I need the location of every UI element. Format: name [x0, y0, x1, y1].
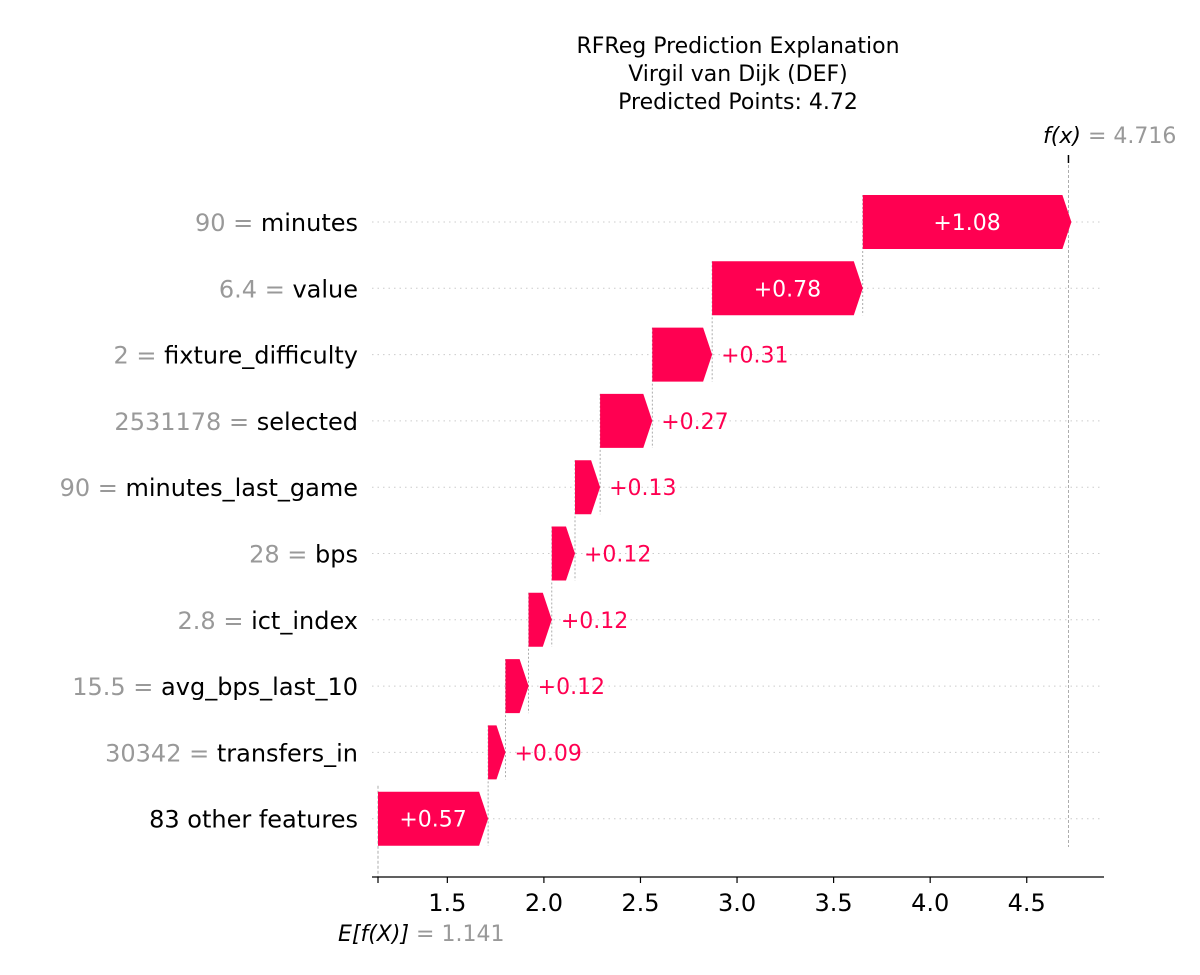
feature-label: 2.8 = ict_index	[178, 607, 358, 635]
x-tick-label: 4.5	[1008, 889, 1046, 917]
shap-value-label: +0.09	[514, 741, 581, 766]
x-tick-label: 2.5	[621, 889, 659, 917]
feature-labels-layer: 90 = minutes 6.4 = value 2 = fixture_diffi…	[60, 209, 358, 834]
x-tick-label: 3.5	[815, 889, 853, 917]
title-line-3: Predicted Points: 4.72	[618, 90, 858, 115]
chart-title: RFReg Prediction Explanation Virgil van …	[576, 34, 899, 115]
feature-value: 30342 =	[105, 739, 217, 767]
feature-value: 2531178 =	[114, 408, 256, 436]
shap-bar	[528, 592, 552, 647]
feature-value: 90 =	[60, 474, 126, 502]
output-value-annotation: f(x) = 4.716	[1043, 124, 1176, 149]
value-annotations: f(x) = 4.716 E[f(X)] = 1.141	[338, 124, 1176, 947]
shap-bar	[551, 526, 575, 581]
shap-value-label: +0.78	[754, 277, 821, 302]
shap-bar	[378, 791, 489, 846]
shap-bar	[862, 195, 1072, 249]
shap-bar	[575, 460, 601, 515]
shap-value-label: +0.27	[661, 410, 728, 435]
feature-label: 90 = minutes_last_game	[60, 474, 358, 502]
feature-name: selected	[257, 408, 358, 436]
shap-value-label: +0.12	[561, 609, 628, 634]
feature-value: 6.4 =	[219, 275, 293, 303]
shap-value-label: +0.57	[399, 808, 466, 833]
feature-name: transfers_in	[217, 739, 358, 767]
shap-bar	[652, 327, 713, 382]
title-line-2: Virgil van Dijk (DEF)	[628, 62, 848, 87]
feature-name: minutes	[261, 209, 358, 237]
base-value-text: = 1.141	[416, 922, 504, 947]
shap-value-label: +1.08	[933, 211, 1000, 236]
shap-bar	[505, 659, 529, 714]
feature-label: 90 = minutes	[195, 209, 358, 237]
feature-label: 2531178 = selected	[114, 408, 358, 436]
feature-label: 6.4 = value	[219, 275, 358, 303]
feature-name: bps	[315, 541, 358, 569]
feature-value: 2 =	[114, 342, 165, 370]
x-tick-label: 2.0	[525, 889, 563, 917]
output-label: f(x)	[1043, 124, 1088, 149]
shap-value-label: +0.31	[721, 344, 788, 369]
shap-value-label: +0.13	[609, 476, 676, 501]
shap-bar	[488, 725, 506, 780]
x-tick-label: 3.0	[718, 889, 756, 917]
feature-name: 83 other features	[149, 806, 358, 834]
shap-value-label: +0.12	[584, 543, 651, 568]
feature-name: ict_index	[251, 607, 358, 635]
x-axis: 1.5 2.0 2.5 3.0 3.5 4.0 4.5	[372, 876, 1104, 917]
shap-bar	[712, 261, 863, 316]
feature-value: 2.8 =	[178, 607, 252, 635]
feature-name: avg_bps_last_10	[161, 673, 358, 701]
bars-layer: +1.08 +0.78 +0.31 +0.27 +0.13 +0.12 +0.12 +0.12…	[378, 195, 1072, 846]
shap-bar	[600, 393, 653, 448]
feature-label: 83 other features	[149, 806, 358, 834]
base-value-annotation: E[f(X)] = 1.141	[338, 922, 504, 947]
feature-value: 90 =	[195, 209, 261, 237]
feature-name: value	[292, 275, 358, 303]
x-tick-label: 4.0	[911, 889, 949, 917]
feature-name: minutes_last_game	[125, 474, 358, 502]
output-value-text: = 4.716	[1088, 124, 1176, 149]
base-label: E[f(X)]	[338, 922, 416, 947]
x-tick-label: 1.5	[428, 889, 466, 917]
feature-label: 15.5 = avg_bps_last_10	[72, 673, 358, 701]
feature-value: 15.5 =	[72, 673, 161, 701]
title-line-1: RFReg Prediction Explanation	[576, 34, 899, 59]
feature-label: 2 = fixture_difficulty	[114, 342, 358, 370]
feature-name: fixture_difficulty	[164, 342, 358, 370]
feature-label: 28 = bps	[249, 541, 358, 569]
feature-value: 28 =	[249, 541, 315, 569]
shap-value-label: +0.12	[538, 675, 605, 700]
feature-label: 30342 = transfers_in	[105, 739, 358, 767]
